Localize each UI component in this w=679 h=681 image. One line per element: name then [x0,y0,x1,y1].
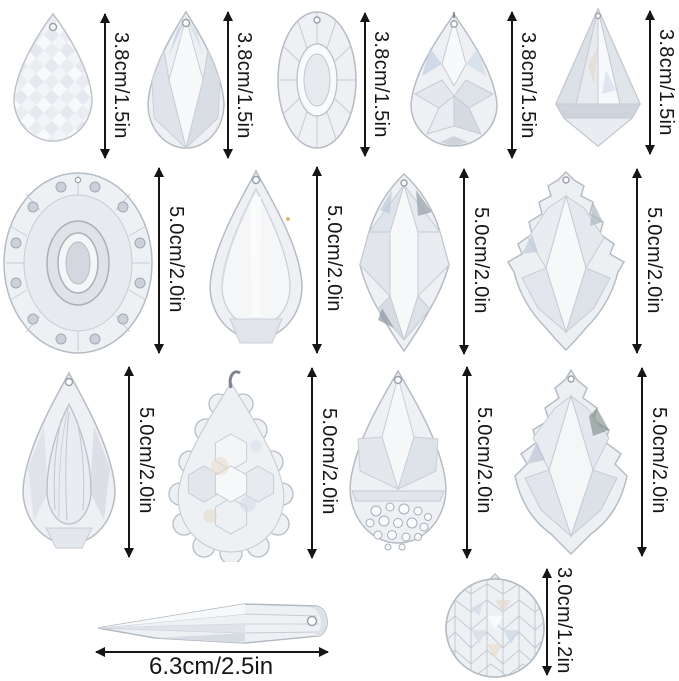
dimension-label: 3.8cm/1.5in [110,32,132,139]
dimension-label: 3.0cm/1.2in [553,567,575,674]
hanging-hole [450,20,458,28]
diamond-cone-crystal [548,6,648,149]
vertical-measure-arrow [123,366,134,558]
hanging-hole [313,16,321,24]
vertical-measure-arrow [153,167,164,354]
bell-pendant-crystal [503,366,638,558]
smooth-teardrop-crystal [140,8,232,156]
dimension-label: 6.3cm/2.5in [149,653,274,680]
dimension-label: 3.8cm/1.5in [370,31,392,138]
vertical-measure-arrow [306,367,317,559]
hanging-hole [594,12,602,20]
marquise-leaf-crystal [352,170,457,355]
hanging-hole [567,375,575,383]
dotted-oval-rosette-crystal [2,170,155,356]
icicle-drop-crystal [95,598,332,650]
dimension-label: 3.8cm/1.5in [517,32,539,139]
vertical-measure-arrow [631,168,642,354]
almond-core-teardrop-crystal [12,368,127,560]
dimension-label: 5.0cm/2.0in [323,205,345,312]
vertical-measure-arrow [644,10,655,155]
baroque-pendeloque-crystal [498,168,633,354]
vertical-measure-arrow [541,568,552,676]
dimension-label: 5.0cm/2.0in [648,407,670,514]
hanging-hole [393,375,403,385]
horizontal-measure-arrow [95,646,329,657]
hanging-hole [562,176,570,184]
vertical-measure-arrow [458,168,469,355]
vertical-measure-arrow [636,367,647,557]
dimension-label: 5.0cm/2.0in [318,408,340,515]
dimension-label: 3.8cm/1.5in [233,32,255,139]
vertical-measure-arrow [461,366,472,559]
vertical-measure-arrow [359,12,370,157]
dimension-label: 3.8cm/1.5in [655,29,677,136]
dimension-label: 5.0cm/2.0in [643,207,665,314]
vertical-measure-arrow [222,11,233,159]
hanging-hole [306,615,318,627]
metal-hook [228,370,241,389]
faceted-oval-crystal [276,5,358,151]
hanging-hole [48,22,58,32]
hanging-hole [251,175,261,185]
star-facet-teardrop-crystal [400,10,508,150]
faceted-ball-crystal [443,572,547,680]
hanging-hole [400,179,408,187]
dimension-label: 5.0cm/2.0in [473,407,495,514]
hanging-hole [64,377,74,387]
vertical-measure-arrow [311,166,322,354]
bubble-dots [365,502,432,551]
dimension-label: 5.0cm/2.0in [135,407,157,514]
bubble-base-teardrop-crystal [338,367,458,559]
vertical-measure-arrow [99,13,110,159]
vertical-measure-arrow [506,11,517,159]
baroque-gourd-crystal [160,366,302,562]
rim-dots [10,181,146,345]
hanging-hole [74,176,82,184]
large-smooth-teardrop-crystal [200,167,313,353]
dimension-label: 5.0cm/2.0in [165,206,187,313]
mesh-facet-teardrop-crystal [5,10,101,146]
dimension-label: 5.0cm/2.0in [470,207,492,314]
hanging-hole [181,18,191,28]
